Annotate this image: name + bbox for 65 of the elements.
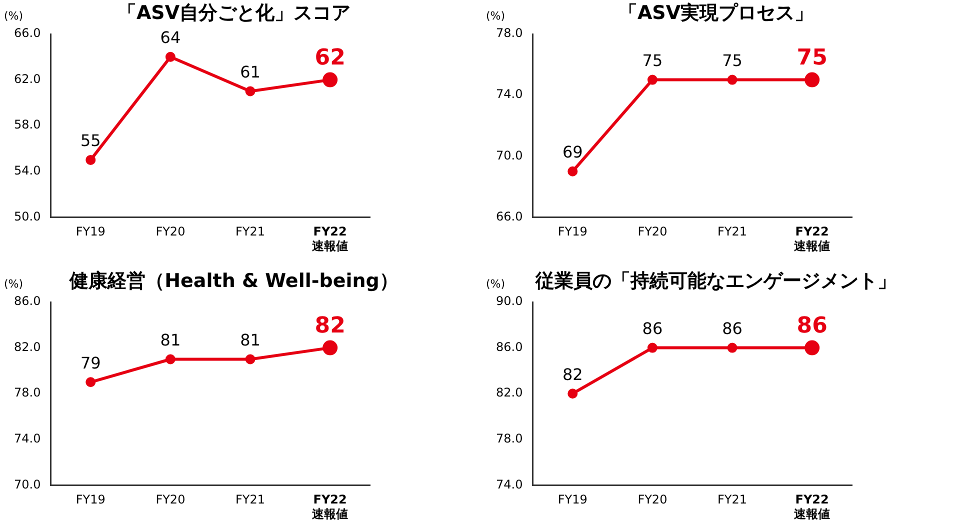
data-label: 75 — [642, 50, 663, 70]
data-label: 69 — [562, 142, 583, 162]
x-tick-label: FY19 — [558, 224, 588, 239]
chart-title: 従業員の「持続可能なエンゲージメント」 — [534, 269, 898, 294]
y-tick-label: 58.0 — [14, 118, 41, 132]
data-label: 82 — [314, 314, 346, 339]
data-label: 81 — [160, 330, 181, 350]
x-tick-label: FY19 — [76, 492, 106, 507]
data-label: 75 — [796, 46, 828, 71]
y-tick-label: 74.0 — [496, 87, 523, 102]
y-tick-label: 70.0 — [14, 477, 41, 492]
x-tick-label: FY20 — [638, 224, 668, 239]
y-axis-title: (%) — [486, 277, 506, 290]
y-tick-label: 82.0 — [14, 340, 41, 354]
y-tick-label: 62.0 — [14, 72, 41, 86]
point — [245, 86, 256, 96]
y-axis-title: (%) — [486, 9, 506, 22]
y-tick-label: 74.0 — [14, 432, 41, 446]
chart-title: 健康経営（Health & Well-being） — [68, 269, 400, 294]
y-tick-label: 50.0 — [14, 209, 41, 224]
y-tick-label: 74.0 — [496, 477, 523, 492]
data-label: 86 — [796, 314, 828, 339]
y-tick-label: 70.0 — [496, 148, 523, 162]
y-tick-label: 86.0 — [496, 340, 523, 354]
x-tick-label: FY22 速報値 — [793, 492, 830, 521]
x-tick-label: FY21 — [236, 224, 266, 239]
x-tick-label: FY20 — [638, 492, 668, 507]
data-label: 86 — [642, 318, 663, 338]
x-tick-label: FY21 — [236, 492, 266, 507]
chart-title: 「ASV実現プロセス」 — [617, 1, 815, 26]
point — [86, 154, 96, 165]
chart-title: 「ASV自分ごと化」スコア — [116, 1, 352, 26]
x-tick-label: FY22 速報値 — [311, 224, 348, 253]
data-label: 55 — [80, 131, 101, 150]
data-label: 62 — [314, 46, 346, 71]
x-tick-label: FY21 — [718, 492, 748, 507]
data-label: 75 — [722, 50, 742, 70]
y-tick-label: 66.0 — [14, 26, 41, 40]
data-label: 86 — [722, 318, 742, 338]
data-label: 81 — [240, 330, 260, 350]
data-label: 61 — [240, 62, 260, 82]
y-tick-label: 78.0 — [496, 432, 523, 446]
x-tick-label: FY22 速報値 — [793, 224, 830, 253]
y-tick-label: 86.0 — [14, 294, 41, 308]
point — [165, 354, 176, 364]
y-tick-label: 90.0 — [496, 294, 523, 308]
x-tick-label: FY20 — [156, 492, 186, 507]
y-axis-title: (%) — [4, 9, 24, 22]
point — [165, 52, 176, 62]
y-tick-label: 82.0 — [496, 386, 523, 400]
data-label: 79 — [80, 353, 101, 372]
data-label: 64 — [160, 28, 181, 48]
data-label: 82 — [562, 364, 583, 384]
y-tick-label: 78.0 — [14, 386, 41, 400]
y-tick-label: 66.0 — [496, 209, 523, 224]
point — [245, 354, 256, 364]
y-axis-title: (%) — [4, 277, 24, 290]
x-tick-label: FY19 — [558, 492, 588, 507]
x-tick-label: FY22 速報値 — [311, 492, 348, 521]
y-tick-label: 78.0 — [496, 26, 523, 40]
x-tick-label: FY19 — [76, 224, 106, 239]
x-tick-label: FY21 — [718, 224, 748, 239]
x-tick-label: FY20 — [156, 224, 186, 239]
y-tick-label: 54.0 — [14, 164, 41, 178]
point — [86, 377, 96, 388]
